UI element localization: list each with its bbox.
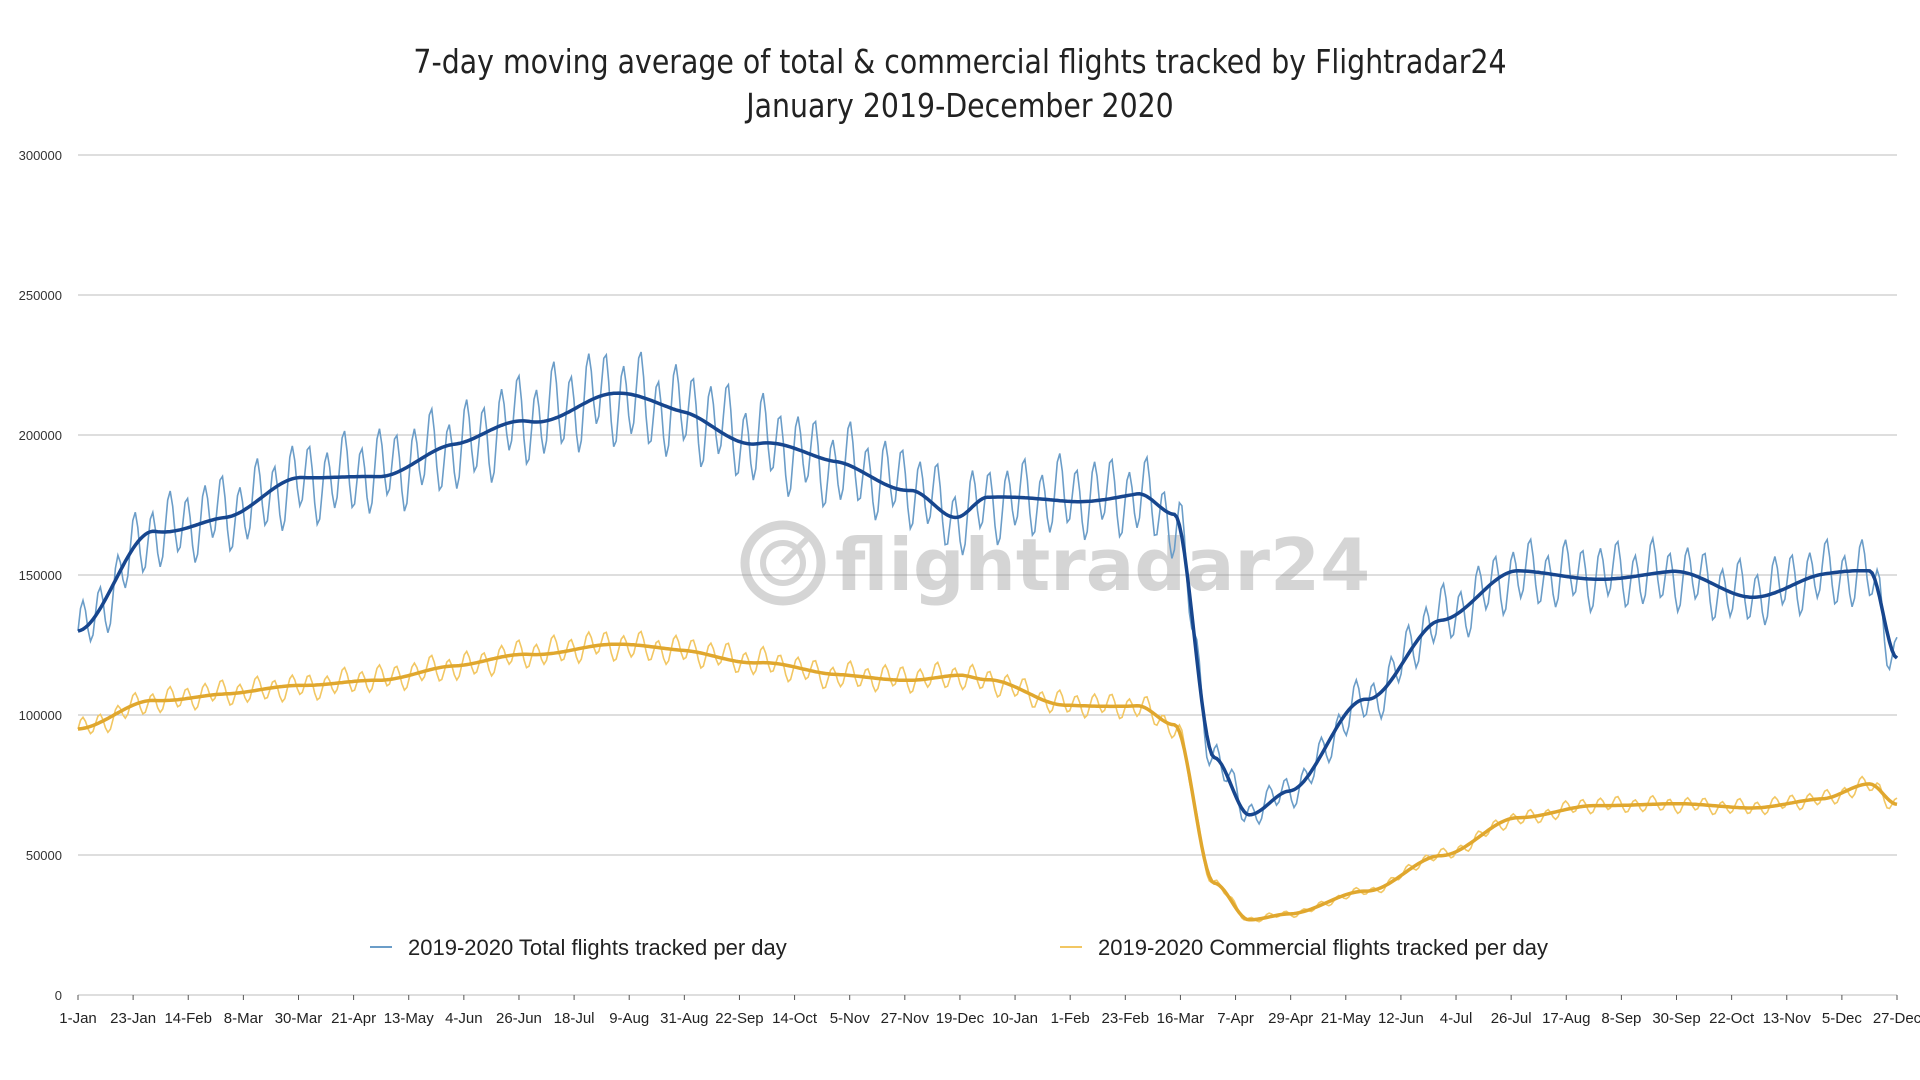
x-tick-label: 23-Jan	[110, 1010, 156, 1027]
x-tick-label: 8-Mar	[224, 1010, 263, 1027]
y-tick-label: 50000	[26, 848, 62, 863]
series-line-average-commercial	[77, 642, 1898, 922]
x-tick-label: 9-Aug	[609, 1010, 649, 1027]
x-tick-label: 30-Mar	[275, 1010, 323, 1027]
x-tick-label: 14-Feb	[164, 1010, 212, 1027]
y-tick-label: 0	[55, 988, 62, 1003]
x-tick-label: 29-Apr	[1268, 1010, 1313, 1027]
x-tick-label: 23-Feb	[1102, 1010, 1150, 1027]
x-tick-label: 18-Jul	[554, 1010, 595, 1027]
x-tick-label: 10-Jan	[992, 1010, 1038, 1027]
legend: 2019-2020 Total flights tracked per day 2…	[370, 935, 1548, 960]
y-axis: 0 50000 100000 150000 200000 250000 300000	[19, 148, 62, 1003]
x-tick-label: 31-Aug	[660, 1010, 708, 1027]
x-tick-label: 7-Apr	[1217, 1010, 1254, 1027]
radar-icon	[740, 520, 826, 606]
x-tick-label: 4-Jun	[445, 1010, 483, 1027]
y-tick-label: 250000	[19, 288, 62, 303]
x-tick-label: 5-Nov	[830, 1010, 871, 1027]
x-tick-label: 13-May	[384, 1010, 435, 1027]
watermark-text: flightradar24	[835, 523, 1370, 607]
x-tick-label: 13-Nov	[1763, 1010, 1812, 1027]
series-line-average-total	[77, 391, 1899, 817]
series-line-daily-total	[77, 351, 1898, 826]
x-tick-label: 4-Jul	[1440, 1010, 1473, 1027]
x-tick-label: 22-Sep	[715, 1010, 763, 1027]
x-tick-label: 5-Dec	[1822, 1010, 1863, 1027]
series	[77, 351, 1899, 923]
series-line-daily-commercial	[77, 630, 1898, 923]
watermark-logo: flightradar24	[740, 520, 1370, 607]
chart-title: 7-day moving average of total & commerci…	[134, 40, 1785, 128]
x-tick-label: 16-Mar	[1157, 1010, 1205, 1027]
x-tick-label: 21-Apr	[331, 1010, 376, 1027]
y-tick-label: 300000	[19, 148, 62, 163]
x-tick-label: 26-Jul	[1491, 1010, 1532, 1027]
x-tick-label: 19-Dec	[936, 1010, 985, 1027]
x-tick-label: 30-Sep	[1652, 1010, 1700, 1027]
x-tick-label: 8-Sep	[1601, 1010, 1641, 1027]
chart-subtitle: January 2019-December 2020	[746, 86, 1174, 125]
x-tick-label: 14-Oct	[772, 1010, 818, 1027]
radar-icon-inner	[760, 540, 806, 586]
x-tick-label: 27-Dec	[1873, 1010, 1920, 1027]
legend-entry: 2019-2020 Commercial flights tracked per…	[1098, 935, 1548, 960]
y-tick-label: 100000	[19, 708, 62, 723]
x-tick-label: 1-Feb	[1051, 1010, 1090, 1027]
x-tick-label: 12-Jun	[1378, 1010, 1424, 1027]
chart-title-line1: 7-day moving average of total & commerci…	[413, 42, 1507, 81]
x-axis: 1-Jan 23-Jan 14-Feb 8-Mar 30-Mar 21-Apr 13-May…	[59, 995, 1920, 1027]
x-tick-label: 1-Jan	[59, 1010, 97, 1027]
legend-entry: 2019-2020 Total flights tracked per day	[408, 935, 787, 960]
x-tick-label: 22-Oct	[1709, 1010, 1755, 1027]
x-tick-label: 17-Aug	[1542, 1010, 1590, 1027]
x-tick-label: 27-Nov	[881, 1010, 930, 1027]
radar-icon-sweep	[780, 535, 811, 566]
y-tick-label: 200000	[19, 428, 62, 443]
x-tick-label: 26-Jun	[496, 1010, 542, 1027]
y-tick-label: 150000	[19, 568, 62, 583]
x-tick-label: 21-May	[1321, 1010, 1372, 1027]
